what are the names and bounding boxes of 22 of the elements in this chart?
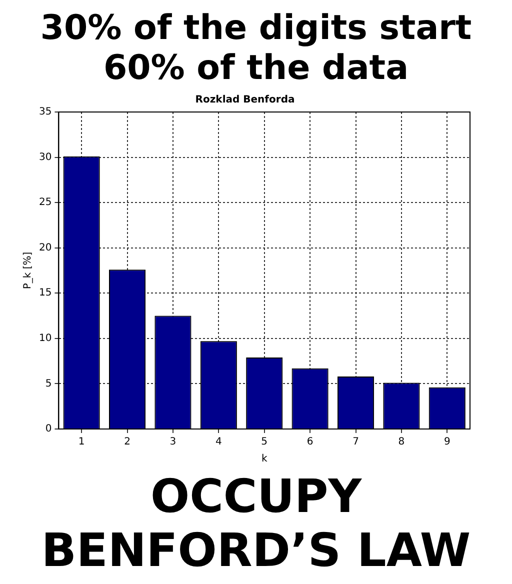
y-tick-label: 0: [45, 424, 52, 435]
x-tick-label: 7: [352, 436, 359, 448]
x-tick-label: 3: [170, 436, 176, 448]
text: 30% of the digits start 60% of the data: [39, 7, 473, 90]
x-axis-title: k: [261, 454, 268, 465]
x-tick-label: 2: [124, 436, 130, 448]
y-tick-label: 20: [38, 242, 52, 254]
x-tick-label: 1: [78, 436, 85, 448]
y-tick-label: 35: [38, 106, 52, 118]
x-tick-label: 5: [261, 436, 268, 448]
y-tick-label: 10: [38, 333, 52, 344]
x-tick-label: 6: [306, 436, 314, 448]
y-tick-label: 30: [38, 152, 52, 163]
y-tick-label: 15: [38, 288, 52, 299]
text: OCCUPY BENFORD’S LAW: [40, 468, 472, 577]
chart-title: Rozklad Benforda: [195, 94, 295, 106]
y-tick-label: 5: [45, 378, 52, 390]
y-tick-label: 25: [38, 197, 52, 208]
x-tick-label: 9: [444, 436, 450, 448]
y-axis-title: P_k [%]: [22, 252, 34, 290]
x-tick-label: 8: [398, 436, 405, 448]
x-tick-label: 4: [215, 436, 222, 448]
